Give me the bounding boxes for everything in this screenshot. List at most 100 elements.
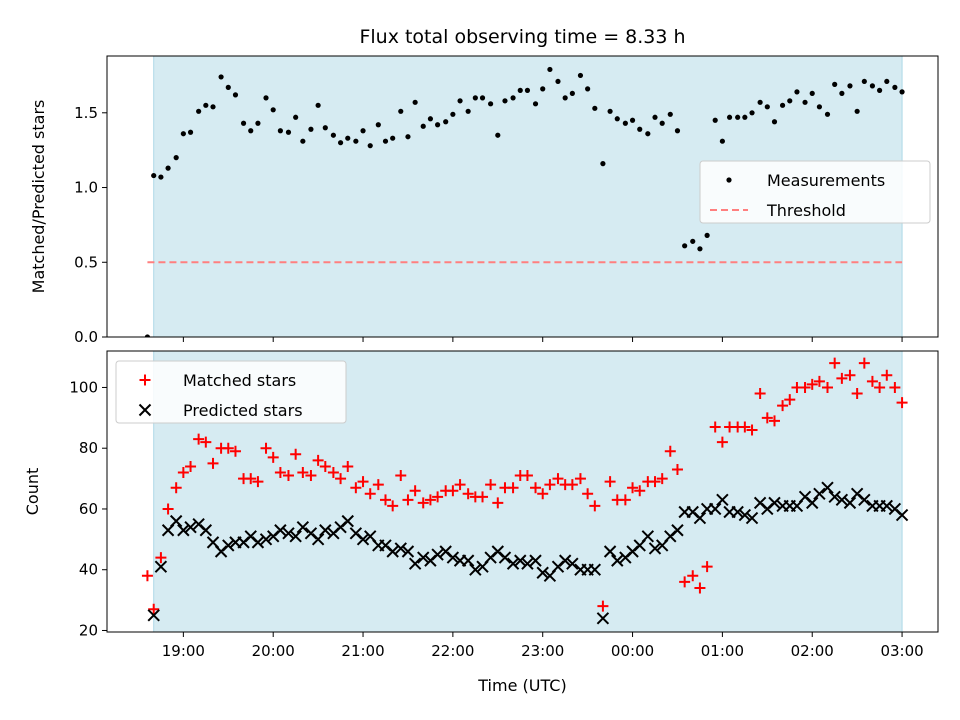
data-point xyxy=(735,114,741,120)
data-point xyxy=(308,126,314,132)
data-point xyxy=(629,117,636,123)
data-point xyxy=(552,473,564,485)
data-point xyxy=(263,95,269,101)
data-point xyxy=(498,551,512,564)
data-point xyxy=(277,128,283,134)
series-predicted-stars xyxy=(147,481,909,625)
y-tick-label: 20 xyxy=(79,621,98,639)
data-point xyxy=(285,129,292,135)
data-point xyxy=(353,138,359,144)
data-point xyxy=(200,436,212,448)
data-point xyxy=(749,110,755,116)
data-point xyxy=(716,436,728,448)
data-point xyxy=(417,551,430,564)
data-point xyxy=(210,104,216,110)
data-point xyxy=(530,482,542,494)
data-point xyxy=(648,542,662,555)
data-point xyxy=(252,476,264,488)
y-tick-label: 0.5 xyxy=(74,253,98,271)
data-point xyxy=(207,457,219,469)
data-point xyxy=(357,476,369,488)
data-point xyxy=(634,485,646,497)
data-point xyxy=(398,108,404,114)
data-point xyxy=(342,460,354,472)
data-point xyxy=(222,442,234,454)
data-point xyxy=(297,467,309,479)
data-point xyxy=(851,388,863,400)
data-point xyxy=(312,454,324,466)
chart-title: Flux total observing time = 8.33 h xyxy=(359,26,685,48)
data-point xyxy=(844,369,856,381)
data-point xyxy=(454,479,466,491)
data-point xyxy=(704,232,710,238)
data-point xyxy=(877,87,883,93)
data-point xyxy=(427,116,434,122)
data-point xyxy=(779,102,786,108)
data-point xyxy=(169,514,183,528)
data-point xyxy=(604,476,616,488)
data-point xyxy=(889,381,901,393)
series-measurements xyxy=(144,66,905,337)
data-point xyxy=(679,576,691,588)
data-point xyxy=(319,524,332,537)
data-point xyxy=(712,117,718,123)
data-point xyxy=(479,95,486,101)
data-point xyxy=(443,119,449,125)
data-point xyxy=(869,83,876,89)
data-point xyxy=(420,123,426,129)
data-point xyxy=(465,108,471,114)
data-point xyxy=(356,533,370,546)
data-point xyxy=(577,72,584,79)
data-point xyxy=(745,511,759,525)
legend-marker xyxy=(139,374,151,386)
legend: Matched stars Predicted stars xyxy=(115,360,347,424)
data-point xyxy=(622,120,628,126)
data-point xyxy=(472,95,478,101)
data-point xyxy=(858,357,870,369)
data-point xyxy=(251,536,265,549)
legend-label: Predicted stars xyxy=(183,401,303,420)
data-point xyxy=(854,108,860,114)
y-tick-label: 0.0 xyxy=(74,328,98,346)
data-point xyxy=(155,552,167,564)
data-point xyxy=(193,433,205,445)
data-point xyxy=(716,493,729,507)
data-point xyxy=(659,120,665,126)
y-tick-label: 60 xyxy=(79,500,98,518)
data-point xyxy=(259,533,273,546)
data-point xyxy=(492,497,504,509)
data-point xyxy=(761,412,773,424)
data-point xyxy=(447,485,459,497)
data-point xyxy=(771,119,778,125)
data-point xyxy=(372,479,384,491)
data-point xyxy=(424,494,436,506)
data-point xyxy=(502,98,508,104)
data-point xyxy=(311,533,325,546)
data-point xyxy=(432,491,444,503)
data-point xyxy=(319,460,331,472)
data-point xyxy=(536,566,549,579)
data-point xyxy=(218,74,224,80)
data-point xyxy=(813,375,825,387)
x-tick-label: 23:00 xyxy=(521,642,564,660)
data-point xyxy=(589,500,601,512)
x-axis-label: Time (UTC) xyxy=(477,676,566,695)
data-point xyxy=(611,554,624,567)
legend-marker xyxy=(138,403,152,417)
data-point xyxy=(521,470,533,482)
data-point xyxy=(360,128,366,134)
data-point xyxy=(367,143,373,149)
data-point xyxy=(510,95,516,101)
data-point xyxy=(874,381,886,393)
data-point xyxy=(364,488,376,500)
data-point xyxy=(405,134,411,140)
data-point xyxy=(569,90,575,96)
data-point xyxy=(402,494,414,506)
data-point xyxy=(645,131,651,137)
data-point xyxy=(652,114,658,120)
data-point xyxy=(585,86,591,92)
y-tick-label: 80 xyxy=(79,439,98,457)
data-point xyxy=(558,554,572,567)
y-tick-label: 1.5 xyxy=(74,104,98,122)
data-point xyxy=(566,557,579,570)
